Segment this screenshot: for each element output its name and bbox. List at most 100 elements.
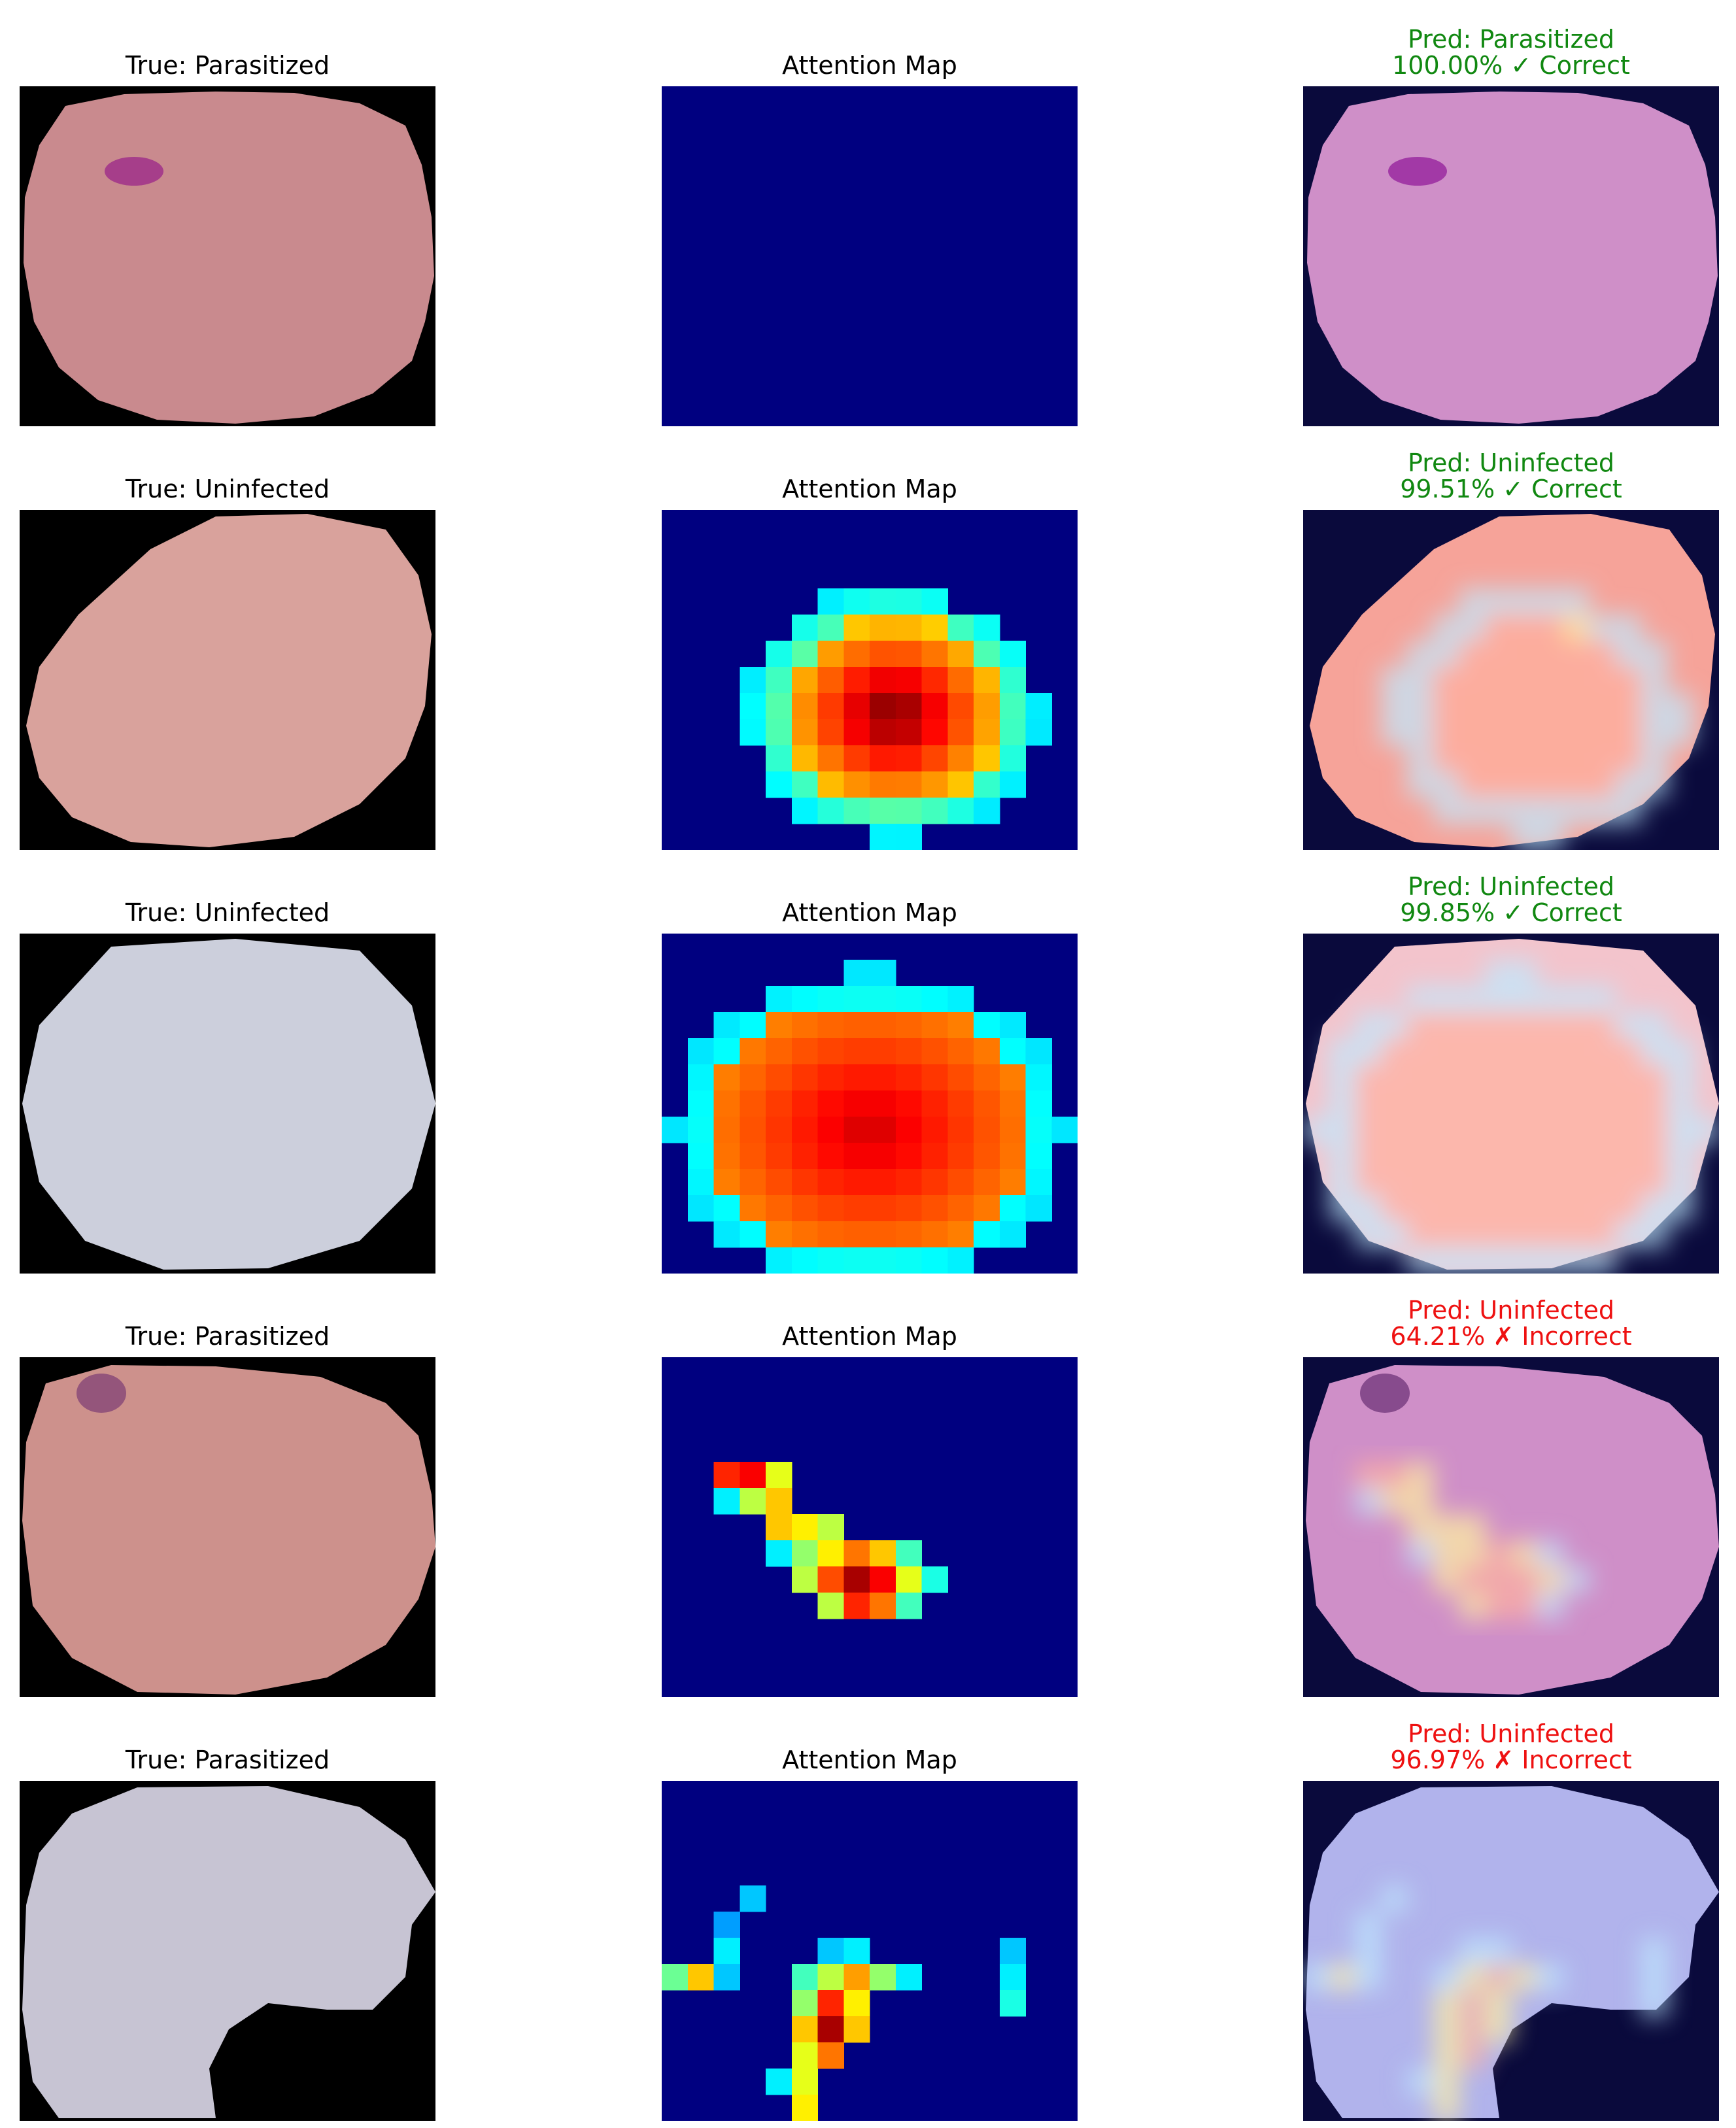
attention-pixel	[843, 1247, 870, 1274]
attention-pixel	[766, 719, 792, 746]
attention-pixel	[947, 693, 974, 720]
prediction-label: Pred: Parasitized	[1407, 25, 1615, 54]
attention-map	[662, 1357, 1078, 1697]
attention-map	[662, 510, 1078, 850]
attention-pixel	[895, 693, 923, 720]
attention-pixel	[974, 798, 1000, 824]
attention-pixel	[843, 771, 870, 798]
attention-pixel	[740, 719, 766, 746]
attention-pixel	[1025, 1090, 1052, 1117]
attention-pixel	[791, 1012, 819, 1039]
attention-pixel	[947, 615, 974, 641]
prediction-title: Pred: Uninfected 99.85% ✓ Correct	[1302, 873, 1720, 926]
attention-pixel	[713, 1964, 740, 1991]
attention-pixel	[895, 798, 923, 824]
attention-pixel	[713, 1938, 740, 1965]
attention-pixel	[870, 1143, 896, 1170]
attention-pixel	[974, 719, 1000, 746]
attention-pixel	[766, 1247, 792, 1274]
attention-pixel	[687, 1090, 715, 1117]
attention-pixel	[921, 1169, 948, 1196]
prediction-confidence: 64.21% ✗ Incorrect	[1390, 1322, 1632, 1351]
attention-pixel	[870, 745, 896, 772]
attention-pixel	[895, 1090, 923, 1117]
attention-pixel	[766, 693, 792, 720]
attention-pixel	[791, 1169, 819, 1196]
attention-pixel	[791, 1514, 819, 1541]
attention-pixel	[791, 1064, 819, 1091]
cell-image	[20, 1781, 435, 2121]
attention-pixel	[713, 1912, 740, 1938]
attention-pixel	[791, 719, 819, 746]
blood-cell-overlay	[1306, 1365, 1719, 1695]
attention-pixel	[687, 1143, 715, 1170]
attention-pixel	[713, 1488, 740, 1515]
attention-pixel	[1025, 1117, 1052, 1143]
attention-pixel	[817, 1540, 844, 1567]
attention-pixel	[791, 745, 819, 772]
attention-pixel	[921, 641, 948, 667]
attention-pixel	[817, 1064, 844, 1091]
prediction-title: Pred: Parasitized 100.00% ✓ Correct	[1302, 26, 1720, 78]
attention-pixel	[895, 1247, 923, 1274]
attention-pixel	[974, 1169, 1000, 1196]
attention-pixel	[843, 960, 870, 987]
attention-pixel	[791, 667, 819, 694]
blood-cell-overlay	[1306, 1786, 1719, 2118]
attention-pixel	[817, 1593, 844, 1619]
prediction-confidence: 100.00% ✓ Correct	[1392, 51, 1630, 80]
attention-pixel	[817, 798, 844, 824]
attention-map-title: Attention Map	[782, 1322, 957, 1351]
attention-pixel	[766, 1090, 792, 1117]
attention-pixel	[921, 1221, 948, 1248]
attention-pixel	[791, 2069, 819, 2095]
attention-pixel	[740, 1064, 766, 1091]
attention-pixel	[740, 1038, 766, 1065]
attention-pixel	[766, 1540, 792, 1567]
attention-pixel	[895, 771, 923, 798]
attention-pixel	[870, 986, 896, 1013]
attention-pixel	[687, 1169, 715, 1196]
attention-pixel	[817, 693, 844, 720]
attention-pixel	[870, 1090, 896, 1117]
true-label-title: True: Uninfected	[125, 475, 330, 503]
attention-pixel	[843, 588, 870, 615]
attention-pixel	[1025, 1169, 1052, 1196]
attention-pixel	[870, 1012, 896, 1039]
attention-pixel	[999, 1064, 1027, 1091]
attention-pixel	[791, 2095, 819, 2121]
overlay-image	[1303, 1781, 1719, 2121]
attention-pixel	[766, 667, 792, 694]
attention-pixel	[843, 986, 870, 1013]
attention-pixel	[1051, 1117, 1078, 1143]
attention-pixel	[974, 1064, 1000, 1091]
attention-pixel	[999, 771, 1027, 798]
attention-pixel	[687, 1117, 715, 1143]
attention-pixel	[870, 1566, 896, 1593]
attention-pixel	[843, 1990, 870, 2017]
attention-pixel	[999, 1169, 1027, 1196]
attention-map	[662, 86, 1078, 426]
attention-pixel	[843, 798, 870, 824]
attention-pixel	[687, 1064, 715, 1091]
attention-map-title: Attention Map	[782, 898, 957, 927]
attention-pixel	[947, 1038, 974, 1065]
attention-pixel	[895, 719, 923, 746]
attention-pixel	[895, 1169, 923, 1196]
attention-pixel	[947, 667, 974, 694]
attention-pixel	[791, 615, 819, 641]
attention-pixel	[843, 1038, 870, 1065]
attention-pixel	[740, 693, 766, 720]
true-label-title: True: Parasitized	[125, 51, 330, 80]
attention-pixel	[870, 719, 896, 746]
attention-pixel	[870, 641, 896, 667]
prediction-label: Pred: Uninfected	[1407, 872, 1614, 901]
attention-pixel	[766, 1195, 792, 1222]
attention-pixel	[713, 1462, 740, 1489]
attention-pixel	[817, 1964, 844, 1991]
attention-pixel	[766, 641, 792, 667]
true-label-title: True: Parasitized	[125, 1746, 330, 1774]
attention-pixel	[1025, 719, 1052, 746]
attention-pixel	[921, 1038, 948, 1065]
attention-pixel	[843, 1593, 870, 1619]
